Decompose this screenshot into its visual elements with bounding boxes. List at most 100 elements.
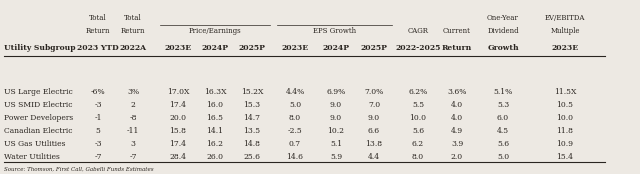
Text: 28.4: 28.4 bbox=[170, 153, 186, 161]
Text: 14.1: 14.1 bbox=[207, 127, 223, 135]
Text: 9.0: 9.0 bbox=[368, 114, 380, 122]
Text: 16.2: 16.2 bbox=[207, 140, 223, 148]
Text: -7: -7 bbox=[94, 153, 102, 161]
Text: 10.0: 10.0 bbox=[557, 114, 573, 122]
Text: 11.8: 11.8 bbox=[557, 127, 573, 135]
Text: 2025P: 2025P bbox=[360, 44, 387, 52]
Text: 2023E: 2023E bbox=[552, 44, 579, 52]
Text: One-Year: One-Year bbox=[487, 14, 519, 22]
Text: 15.2X: 15.2X bbox=[241, 88, 263, 96]
Text: Utility Subgroup: Utility Subgroup bbox=[4, 44, 76, 52]
Text: 13.8: 13.8 bbox=[365, 140, 383, 148]
Text: Canadian Electric: Canadian Electric bbox=[4, 127, 72, 135]
Text: 5.9: 5.9 bbox=[330, 153, 342, 161]
Text: 16.3X: 16.3X bbox=[204, 88, 227, 96]
Text: 3%: 3% bbox=[127, 88, 139, 96]
Text: 5.1: 5.1 bbox=[330, 140, 342, 148]
Text: 6.0: 6.0 bbox=[497, 114, 509, 122]
Text: 14.6: 14.6 bbox=[287, 153, 303, 161]
Text: 5.3: 5.3 bbox=[497, 101, 509, 109]
Text: 7.0%: 7.0% bbox=[364, 88, 383, 96]
Text: 4.0: 4.0 bbox=[451, 101, 463, 109]
Text: 5.6: 5.6 bbox=[497, 140, 509, 148]
Text: CAGR: CAGR bbox=[408, 27, 429, 35]
Text: 15.4: 15.4 bbox=[557, 153, 573, 161]
Text: 5.5: 5.5 bbox=[412, 101, 424, 109]
Text: 4.4: 4.4 bbox=[368, 153, 380, 161]
Text: 8.0: 8.0 bbox=[412, 153, 424, 161]
Text: 2022-2025: 2022-2025 bbox=[396, 44, 441, 52]
Text: 2025P: 2025P bbox=[239, 44, 266, 52]
Text: US SMID Electric: US SMID Electric bbox=[4, 101, 72, 109]
Text: 9.0: 9.0 bbox=[330, 101, 342, 109]
Text: -1: -1 bbox=[94, 114, 102, 122]
Text: 2: 2 bbox=[131, 101, 136, 109]
Text: 5.6: 5.6 bbox=[412, 127, 424, 135]
Text: 6.9%: 6.9% bbox=[326, 88, 346, 96]
Text: Return: Return bbox=[86, 27, 110, 35]
Text: -8: -8 bbox=[129, 114, 137, 122]
Text: 10.9: 10.9 bbox=[557, 140, 573, 148]
Text: 4.9: 4.9 bbox=[451, 127, 463, 135]
Text: -2.5: -2.5 bbox=[287, 127, 302, 135]
Text: -6%: -6% bbox=[91, 88, 106, 96]
Text: 17.4: 17.4 bbox=[170, 140, 186, 148]
Text: 16.0: 16.0 bbox=[207, 101, 223, 109]
Text: Dividend: Dividend bbox=[487, 27, 519, 35]
Text: 10.2: 10.2 bbox=[328, 127, 344, 135]
Text: -3: -3 bbox=[94, 140, 102, 148]
Text: Total: Total bbox=[89, 14, 107, 22]
Text: 13.5: 13.5 bbox=[243, 127, 260, 135]
Text: 6.6: 6.6 bbox=[368, 127, 380, 135]
Text: 2023 YTD: 2023 YTD bbox=[77, 44, 119, 52]
Text: 11.5X: 11.5X bbox=[554, 88, 576, 96]
Text: 20.0: 20.0 bbox=[170, 114, 186, 122]
Text: 2022A: 2022A bbox=[120, 44, 147, 52]
Text: Multiple: Multiple bbox=[550, 27, 580, 35]
Text: 0.7: 0.7 bbox=[289, 140, 301, 148]
Text: 15.3: 15.3 bbox=[243, 101, 260, 109]
Text: 16.5: 16.5 bbox=[207, 114, 223, 122]
Text: 6.2%: 6.2% bbox=[408, 88, 428, 96]
Text: Water Utilities: Water Utilities bbox=[4, 153, 60, 161]
Text: -7: -7 bbox=[129, 153, 137, 161]
Text: -11: -11 bbox=[127, 127, 139, 135]
Text: 5: 5 bbox=[95, 127, 100, 135]
Text: 8.0: 8.0 bbox=[289, 114, 301, 122]
Text: 26.0: 26.0 bbox=[207, 153, 223, 161]
Text: US Large Electric: US Large Electric bbox=[4, 88, 73, 96]
Text: Return: Return bbox=[121, 27, 145, 35]
Text: 10.5: 10.5 bbox=[557, 101, 573, 109]
Text: 4.5: 4.5 bbox=[497, 127, 509, 135]
Text: Source: Thomson, First Call, Gabelli Funds Estimates: Source: Thomson, First Call, Gabelli Fun… bbox=[4, 167, 154, 172]
Text: 14.7: 14.7 bbox=[243, 114, 260, 122]
Text: 5.0: 5.0 bbox=[497, 153, 509, 161]
Text: 2023E: 2023E bbox=[164, 44, 191, 52]
Text: 3.6%: 3.6% bbox=[447, 88, 467, 96]
Text: 6.2: 6.2 bbox=[412, 140, 424, 148]
Text: 4.0: 4.0 bbox=[451, 114, 463, 122]
Text: 17.4: 17.4 bbox=[170, 101, 186, 109]
Text: 5.0: 5.0 bbox=[289, 101, 301, 109]
Text: 14.8: 14.8 bbox=[243, 140, 260, 148]
Text: 2.0: 2.0 bbox=[451, 153, 463, 161]
Text: 17.0X: 17.0X bbox=[167, 88, 189, 96]
Text: 3: 3 bbox=[131, 140, 136, 148]
Text: Price/Earnings: Price/Earnings bbox=[189, 27, 241, 35]
Text: 15.8: 15.8 bbox=[170, 127, 186, 135]
Text: Total: Total bbox=[124, 14, 142, 22]
Text: 3.9: 3.9 bbox=[451, 140, 463, 148]
Text: 2023E: 2023E bbox=[282, 44, 308, 52]
Text: Return: Return bbox=[442, 44, 472, 52]
Text: EPS Growth: EPS Growth bbox=[314, 27, 356, 35]
Text: 9.0: 9.0 bbox=[330, 114, 342, 122]
Text: Growth: Growth bbox=[487, 44, 519, 52]
Text: 2024P: 2024P bbox=[323, 44, 349, 52]
Text: Power Developers: Power Developers bbox=[4, 114, 73, 122]
Text: 2024P: 2024P bbox=[202, 44, 228, 52]
Text: 7.0: 7.0 bbox=[368, 101, 380, 109]
Text: US Gas Utilities: US Gas Utilities bbox=[4, 140, 65, 148]
Text: 4.4%: 4.4% bbox=[285, 88, 305, 96]
Text: 5.1%: 5.1% bbox=[493, 88, 513, 96]
Text: EV/EBITDA: EV/EBITDA bbox=[545, 14, 585, 22]
